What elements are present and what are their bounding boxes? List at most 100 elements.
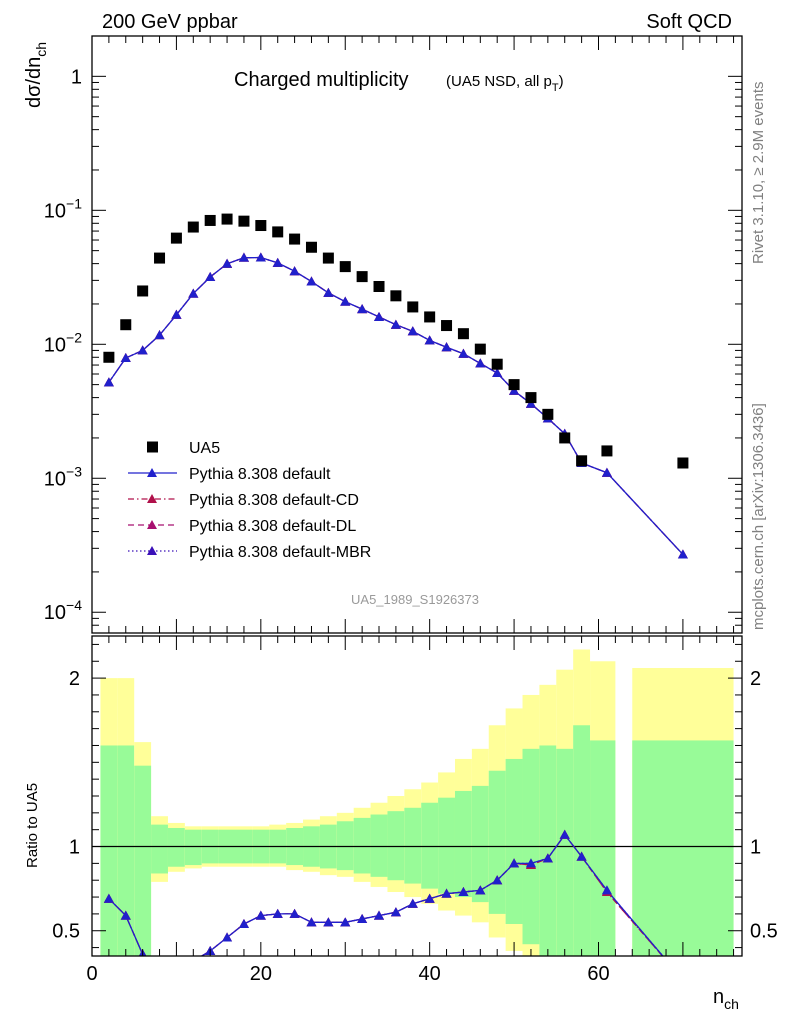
data-point — [601, 445, 613, 457]
ratio-marker-default — [306, 917, 317, 927]
ratio-marker-cd — [188, 956, 198, 965]
marker-default — [340, 296, 351, 306]
plot-title: Charged multiplicity — [234, 69, 409, 91]
ratio-series — [103, 829, 688, 984]
x-axis-label: nch — [713, 986, 739, 1012]
marker-default — [272, 257, 283, 267]
data-point — [204, 214, 216, 226]
legend-marker-square — [147, 441, 158, 453]
band-inner — [539, 745, 557, 956]
ratio-marker-mbr — [678, 975, 688, 984]
data-point — [339, 261, 351, 273]
ratio-marker-mbr — [155, 964, 165, 973]
data-point — [474, 343, 486, 355]
ratio-marker-cd — [678, 975, 688, 984]
y-tick-label: 10−4 — [44, 597, 82, 624]
ratio-marker-default — [559, 829, 570, 839]
ratio-marker-default — [542, 853, 553, 863]
data-point — [441, 320, 453, 332]
ratio-marker-default — [272, 908, 283, 918]
marker-default — [374, 311, 385, 321]
marker-default — [677, 549, 688, 559]
legend-label: Pythia 8.308 default-CD — [189, 492, 359, 509]
ratio-plot: 0 20 40 60 0.5 0.5 1 1 2 2 — [52, 635, 778, 985]
ratio-marker-default — [492, 875, 503, 885]
ratio-y-tick-label-right: 2 — [750, 668, 761, 690]
data-point — [559, 432, 571, 444]
band-inner — [167, 828, 185, 867]
data-point — [356, 271, 368, 283]
ratio-marker-default — [475, 885, 486, 895]
marker-default — [492, 368, 503, 378]
data-point — [154, 252, 166, 264]
band-inner — [404, 807, 422, 884]
data-point — [221, 213, 233, 225]
ratio-y-tick-label-right: 0.5 — [750, 921, 778, 943]
x-tick-label: 20 — [250, 963, 272, 985]
marker-default — [458, 348, 469, 358]
legend-entry-mbr: Pythia 8.308 default-MBR — [128, 544, 371, 561]
data-point — [525, 392, 537, 404]
ratio-bands — [100, 649, 734, 956]
marker-default — [424, 335, 435, 345]
ratio-marker-default — [255, 910, 266, 920]
ratio-marker-dl — [171, 964, 181, 973]
ratio-marker-default — [155, 964, 165, 973]
data-point — [390, 290, 402, 302]
band-inner — [370, 814, 388, 877]
plot-title-qualifier: (UA5 NSD, all pT) — [446, 73, 564, 94]
y-tick-label: 1 — [71, 66, 82, 88]
ratio-marker-default — [441, 888, 452, 898]
ratio-marker-cd — [171, 964, 181, 973]
legend-marker-triangle — [147, 520, 157, 529]
series-line-cd — [108, 256, 684, 555]
y-tick-label: 10−3 — [44, 463, 82, 490]
data-point — [322, 252, 334, 264]
marker-default — [289, 266, 300, 276]
ratio-marker-default — [424, 893, 435, 903]
band-inner — [336, 821, 354, 871]
legend-label: Pythia 8.308 default — [189, 466, 331, 483]
data-point — [187, 221, 199, 233]
header-right: Soft QCD — [646, 11, 732, 33]
legend-label: Pythia 8.308 default-DL — [189, 518, 356, 535]
series-line-mbr — [108, 256, 684, 555]
ratio-marker-default — [222, 932, 233, 942]
marker-default — [103, 377, 114, 387]
band-inner — [590, 740, 616, 956]
legend-entry-cd: Pythia 8.308 default-CD — [128, 492, 359, 509]
ratio-marker-default — [678, 975, 688, 984]
x-tick-label: 60 — [587, 963, 609, 985]
legend-entry-dl: Pythia 8.308 default-DL — [128, 518, 356, 535]
analysis-watermark: UA5_1989_S1926373 — [351, 592, 479, 607]
band-inner — [151, 824, 168, 874]
ratio-marker-dl — [188, 956, 198, 965]
ratio-marker-default — [357, 913, 368, 923]
ratio-marker-default — [576, 851, 587, 861]
band-inner — [454, 790, 472, 898]
legend-entry-data: UA5 — [147, 440, 220, 457]
legend-entry-default: Pythia 8.308 default — [128, 466, 331, 483]
ratio-y-tick-label-right: 1 — [750, 837, 761, 859]
marker-default — [222, 258, 233, 268]
y-tick-label: 10−1 — [44, 195, 82, 222]
y-axis-label: dσ/dnch — [23, 42, 49, 108]
ratio-marker-default — [525, 858, 536, 868]
data-point — [677, 457, 689, 469]
data-point — [457, 328, 469, 340]
ratio-marker-default — [120, 910, 131, 920]
ratio-marker-default — [374, 910, 385, 920]
marker-default — [509, 385, 520, 395]
ratio-marker-default — [238, 919, 249, 928]
ratio-y-tick-label: 1 — [69, 837, 80, 859]
marker-default — [407, 326, 418, 336]
legend-marker-triangle — [147, 546, 157, 555]
band-inner — [471, 785, 489, 903]
band-inner — [134, 765, 152, 956]
data-point — [576, 455, 588, 467]
rivet-version-text: Rivet 3.1.10, ≥ 2.9M events — [750, 82, 767, 265]
header-left: 200 GeV ppbar — [102, 11, 238, 33]
band-inner — [573, 725, 591, 956]
ratio-marker-default — [188, 956, 198, 965]
